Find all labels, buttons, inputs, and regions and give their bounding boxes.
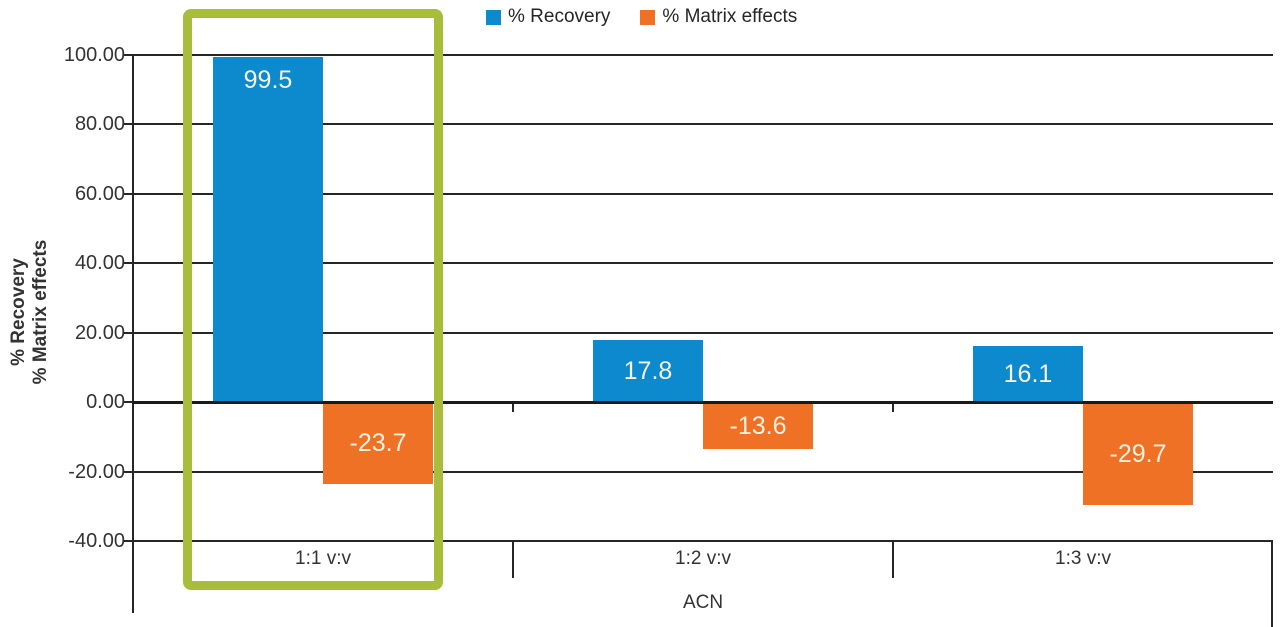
matrix-effects-bar — [703, 402, 813, 450]
y-tick-mark — [124, 331, 133, 334]
y-tick-label: 20.00 — [74, 321, 125, 344]
bar-value-label: 99.5 — [243, 65, 293, 94]
recovery-bar — [973, 346, 1083, 403]
y-tick-mark — [124, 192, 133, 195]
recovery-bar — [213, 56, 323, 403]
category-separator — [892, 541, 894, 578]
x-axis-title: ACN — [682, 592, 724, 613]
bar-value-label: -13.6 — [729, 411, 787, 440]
bar-value-label: -23.7 — [349, 429, 407, 458]
y-tick-label: 80.00 — [74, 113, 125, 136]
zero-line-tick — [512, 404, 514, 413]
y-tick-mark — [124, 540, 133, 542]
x-axis-zero-line — [133, 401, 1273, 405]
y-axis-line — [132, 55, 134, 613]
gridline — [133, 54, 1273, 56]
legend-label-recovery: % Recovery — [508, 6, 611, 27]
gridline — [133, 470, 1273, 473]
gridline — [133, 262, 1273, 265]
y-tick-label: 40.00 — [74, 252, 125, 275]
category-label: 1:1 v:v — [295, 548, 351, 569]
y-tick-mark — [124, 401, 133, 404]
gridline — [133, 540, 1273, 542]
y-tick-label: -40.00 — [68, 530, 125, 552]
bar-value-label: 17.8 — [623, 357, 673, 386]
y-tick-mark — [124, 262, 133, 265]
highlight-box — [183, 9, 443, 590]
recovery-bar — [593, 340, 703, 403]
zero-line-tick — [892, 404, 894, 413]
y-tick-mark — [124, 123, 133, 126]
category-label: 1:2 v:v — [675, 548, 731, 569]
matrix-effects-bar — [1083, 402, 1193, 506]
legend: % Recovery % Matrix effects — [486, 6, 797, 28]
bar-value-label: 16.1 — [1003, 360, 1053, 389]
gridline — [133, 123, 1273, 126]
y-tick-mark — [124, 54, 133, 56]
recovery-swatch-icon — [486, 9, 501, 25]
gridline — [133, 331, 1273, 334]
y-tick-label: -20.00 — [68, 460, 125, 483]
legend-item-recovery: % Recovery — [486, 6, 610, 28]
y-tick-label: 100.00 — [63, 44, 125, 66]
legend-label-matrix-effects: % Matrix effects — [662, 6, 798, 27]
category-label: 1:3 v:v — [1055, 548, 1111, 569]
y-tick-mark — [124, 470, 133, 473]
y-tick-label: 0.00 — [86, 391, 125, 414]
category-separator-right — [1271, 541, 1273, 627]
gridline — [133, 192, 1273, 195]
matrix-effects-swatch-icon — [640, 9, 656, 25]
matrix-effects-bar — [323, 402, 433, 485]
legend-item-matrix-effects: % Matrix effects — [640, 6, 797, 28]
category-separator — [512, 541, 514, 578]
bar-value-label: -29.7 — [1109, 439, 1167, 468]
y-tick-label: 60.00 — [74, 182, 125, 205]
